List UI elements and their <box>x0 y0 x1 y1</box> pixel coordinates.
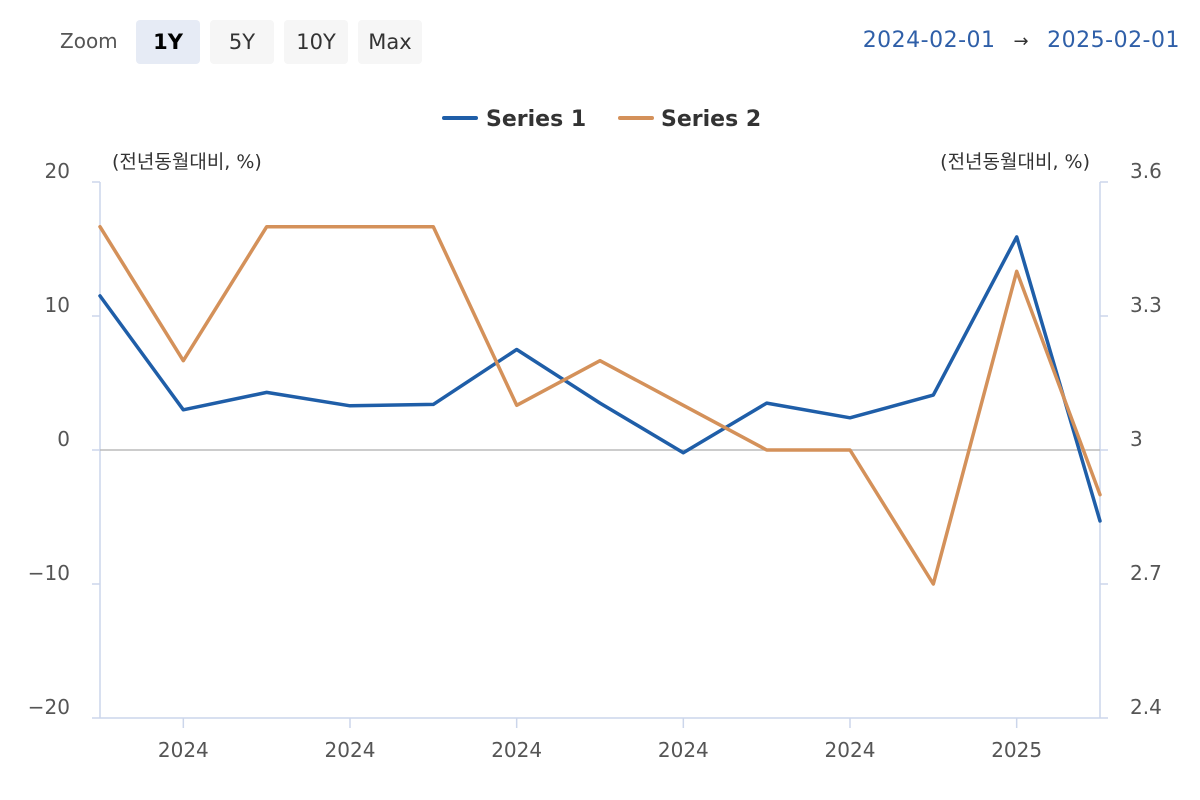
range-to[interactable]: 2025-02-01 <box>1047 28 1180 53</box>
range-arrow: → <box>1013 31 1030 52</box>
x-axis-tick-label: 2024 <box>825 738 876 762</box>
toolbar: Zoom 1Y 5Y 10Y Max 2024-02-01 → 2025-02-01 <box>0 0 1200 90</box>
date-range: 2024-02-01 → 2025-02-01 <box>863 28 1180 53</box>
axes <box>92 181 1108 728</box>
left-axis-tick-label: 10 <box>45 293 70 317</box>
x-axis-tick-label: 2024 <box>325 738 376 762</box>
zoom-1y-button[interactable]: 1Y <box>136 20 200 64</box>
zoom-label: Zoom <box>60 29 118 53</box>
zoom-10y-button[interactable]: 10Y <box>284 20 348 64</box>
series-1-line <box>98 235 1102 523</box>
legend-label-series-1[interactable]: Series 1 <box>486 107 586 132</box>
x-axis-tick-label: 2024 <box>658 738 709 762</box>
right-axis-tick-label: 2.4 <box>1130 695 1162 719</box>
x-axis-tick-label: 2024 <box>158 738 209 762</box>
right-axis-tick-label: 3.3 <box>1130 293 1162 317</box>
left-axis-tick-label: 20 <box>45 159 70 183</box>
right-axis-unit-label: (전년동월대비, %) <box>940 151 1090 173</box>
right-axis-tick-label: 3 <box>1130 427 1143 451</box>
legend[interactable]: Series 1 Series 2 <box>442 107 761 132</box>
tick-labels: 20 10 0 −10 −20 3.6 3.3 3 2.7 2.4 2024 2024 2024 2024… <box>28 159 1162 762</box>
right-axis-tick-label: 2.7 <box>1130 561 1162 585</box>
left-axis-unit-label: (전년동월대비, %) <box>112 151 262 173</box>
left-axis-tick-label: 0 <box>57 427 70 451</box>
range-from[interactable]: 2024-02-01 <box>862 28 996 53</box>
right-axis-tick-label: 3.6 <box>1130 159 1162 183</box>
left-axis-tick-label: −10 <box>28 561 70 585</box>
series-2-line <box>98 224 1102 586</box>
zoom-5y-button[interactable]: 5Y <box>210 20 274 64</box>
series-lines <box>98 224 1102 586</box>
zoom-max-button[interactable]: Max <box>358 20 422 64</box>
x-axis-tick-label: 2024 <box>491 738 542 762</box>
left-axis-tick-label: −20 <box>28 695 70 719</box>
x-axis-tick-label: 2025 <box>991 738 1042 762</box>
legend-label-series-2[interactable]: Series 2 <box>661 107 761 132</box>
